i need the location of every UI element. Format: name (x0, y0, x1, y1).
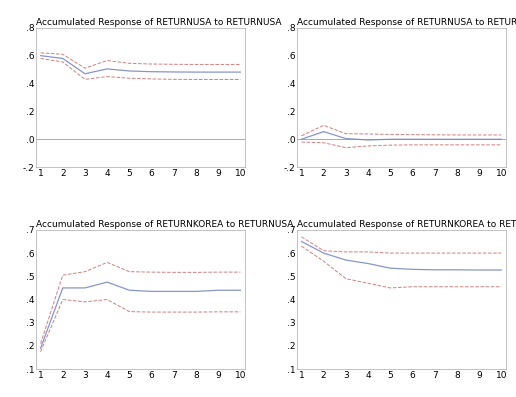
Text: Accumulated Response of RETURNUSA to RETURNUSA: Accumulated Response of RETURNUSA to RET… (36, 18, 282, 27)
Text: Accumulated Response of RETURNUSA to RETURNKOREA: Accumulated Response of RETURNUSA to RET… (297, 18, 516, 27)
Text: Accumulated Response of RETURNKOREA to RETURNUSA: Accumulated Response of RETURNKOREA to R… (36, 220, 294, 229)
Text: Accumulated Response of RETURNKOREA to RETURNKOREA: Accumulated Response of RETURNKOREA to R… (297, 220, 516, 229)
